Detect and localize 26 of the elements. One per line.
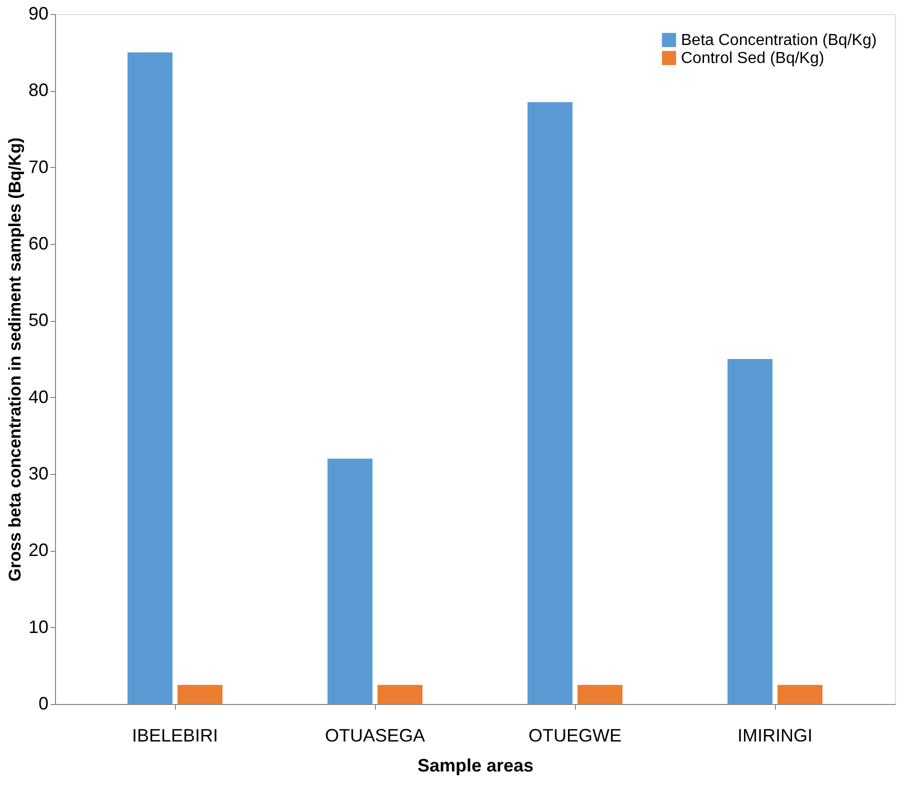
y-tick-label: 20 xyxy=(28,540,48,560)
y-tick-label: 80 xyxy=(28,80,48,100)
y-tick-label: 50 xyxy=(28,310,48,330)
y-tick-label: 0 xyxy=(38,694,48,714)
bar xyxy=(128,52,172,704)
y-tick-label: 30 xyxy=(28,464,48,484)
legend-label: Control Sed (Bq/Kg) xyxy=(681,50,824,67)
bar xyxy=(528,102,572,704)
x-axis-title: Sample areas xyxy=(417,756,534,776)
y-tick-label: 40 xyxy=(28,386,48,407)
y-tick-label: 90 xyxy=(28,4,48,24)
legend-label: Beta Concentration (Bq/Kg) xyxy=(681,32,877,49)
bar xyxy=(728,359,772,704)
y-tick-label: 70 xyxy=(28,156,48,177)
x-tick-label: OTUEGWE xyxy=(528,726,622,746)
y-axis-title: Gross beta concentration in sediment samples (Bq/Kg) xyxy=(5,138,24,582)
bar xyxy=(178,684,222,704)
x-tick-label: OTUASEGA xyxy=(324,726,426,746)
x-tick-label: IMIRINGI xyxy=(738,726,812,746)
y-tick-label: 10 xyxy=(28,616,48,637)
bar xyxy=(378,684,422,704)
x-tick-label: IBELEBIRI xyxy=(132,726,218,746)
bar xyxy=(328,458,372,704)
bar xyxy=(778,684,822,704)
y-tick-label: 60 xyxy=(28,234,48,254)
bar xyxy=(578,684,622,704)
